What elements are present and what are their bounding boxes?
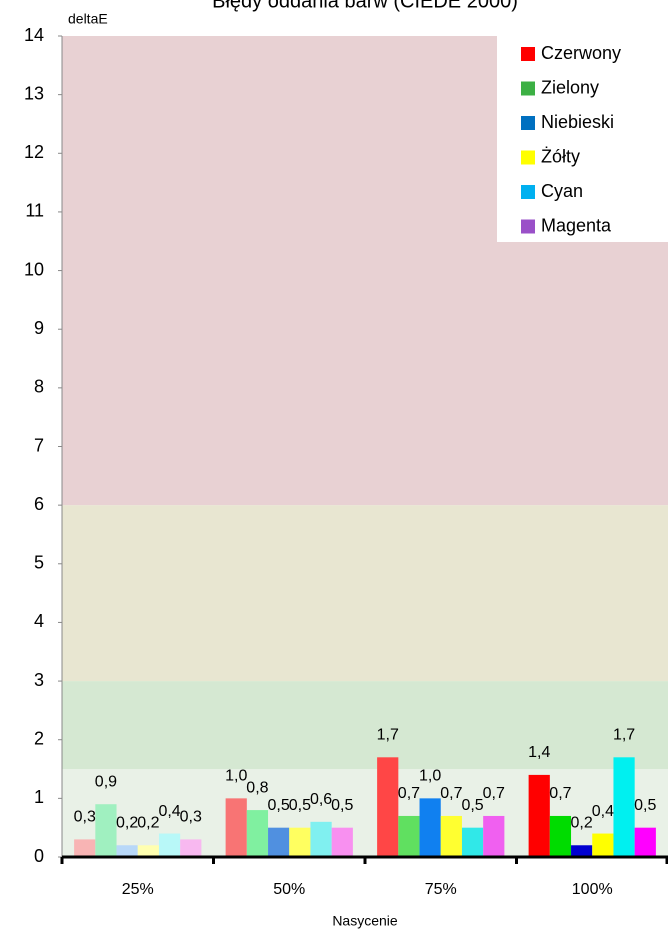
bar bbox=[528, 774, 550, 857]
y-tick-label: 14 bbox=[24, 25, 44, 45]
legend: Czerwony Zielony Niebieski Żółty Cyan Magenta bbox=[497, 36, 668, 242]
bar bbox=[613, 757, 635, 857]
x-tick-label: 75% bbox=[425, 881, 457, 898]
legend-label: Żółty bbox=[541, 146, 580, 166]
data-label: 0,9 bbox=[95, 773, 117, 790]
bar bbox=[116, 845, 138, 857]
data-label: 1,0 bbox=[225, 768, 247, 785]
bar bbox=[483, 815, 505, 857]
data-label: 0,4 bbox=[158, 803, 180, 820]
data-label: 0,7 bbox=[483, 785, 505, 802]
x-tick-label: 25% bbox=[122, 881, 154, 898]
bar bbox=[268, 827, 290, 857]
data-label: 0,8 bbox=[246, 779, 268, 796]
data-label: 0,6 bbox=[310, 791, 332, 808]
y-tick-label: 5 bbox=[34, 553, 44, 573]
data-label: 0,5 bbox=[331, 797, 353, 814]
bar bbox=[634, 827, 656, 857]
y-tick-label: 3 bbox=[34, 670, 44, 690]
data-label: 0,7 bbox=[398, 785, 420, 802]
data-label: 0,5 bbox=[289, 797, 311, 814]
bar bbox=[440, 815, 462, 857]
bar bbox=[398, 815, 420, 857]
bar bbox=[571, 845, 593, 857]
bar bbox=[289, 827, 311, 857]
plot-area bbox=[62, 36, 668, 857]
y-tick-label: 6 bbox=[34, 494, 44, 514]
data-label: 0,2 bbox=[571, 814, 593, 831]
data-label: 1,4 bbox=[528, 744, 550, 761]
bar bbox=[180, 839, 202, 857]
legend-swatch bbox=[521, 81, 535, 96]
bar bbox=[461, 827, 484, 857]
legend-label: Cyan bbox=[541, 181, 583, 201]
y-tick-label: 12 bbox=[24, 142, 44, 162]
data-label: 0,2 bbox=[116, 814, 138, 831]
bar bbox=[137, 845, 159, 857]
data-label: 0,4 bbox=[592, 803, 614, 820]
bar bbox=[95, 804, 117, 857]
data-label: 0,2 bbox=[137, 814, 159, 831]
x-tick-label: 100% bbox=[572, 881, 613, 898]
legend-swatch bbox=[521, 185, 535, 199]
bar bbox=[74, 839, 96, 857]
legend-label: Niebieski bbox=[541, 112, 614, 132]
y-tick-label: 9 bbox=[34, 318, 44, 338]
legend-swatch bbox=[521, 219, 535, 234]
data-label: 0,7 bbox=[440, 785, 462, 802]
legend-swatch bbox=[521, 47, 535, 61]
data-label: 1,0 bbox=[419, 768, 441, 785]
data-label: 0,5 bbox=[268, 797, 290, 814]
y-tick-label: 4 bbox=[34, 611, 44, 631]
data-label: 0,5 bbox=[461, 797, 483, 814]
legend-label: Czerwony bbox=[541, 43, 621, 63]
y-tick-label: 2 bbox=[34, 728, 44, 748]
legend-swatch bbox=[521, 116, 535, 130]
bar bbox=[310, 821, 332, 857]
y-tick-label: 8 bbox=[34, 377, 44, 397]
y-tick-label: 13 bbox=[24, 83, 44, 103]
y-tick-label: 7 bbox=[34, 435, 44, 455]
bar bbox=[246, 810, 269, 857]
data-label: 0,3 bbox=[74, 809, 96, 826]
data-label: 1,7 bbox=[377, 727, 399, 744]
y-tick-label: 10 bbox=[24, 259, 44, 279]
data-label: 0,7 bbox=[549, 785, 571, 802]
background-band bbox=[62, 769, 668, 857]
bar bbox=[377, 757, 399, 857]
x-tick-label: 50% bbox=[273, 881, 305, 898]
y-tick-label: 0 bbox=[34, 846, 44, 866]
bar bbox=[592, 833, 614, 857]
data-label: 1,7 bbox=[613, 727, 635, 744]
data-label: 0,5 bbox=[634, 797, 656, 814]
bar bbox=[419, 798, 441, 857]
y-tick-label: 1 bbox=[34, 787, 44, 807]
bar bbox=[549, 815, 572, 857]
chart-title: Błędy oddania barw (CIEDE 2000) bbox=[212, 0, 518, 12]
legend-box bbox=[497, 36, 668, 242]
bar bbox=[331, 827, 353, 857]
legend-swatch bbox=[521, 150, 535, 165]
legend-label: Magenta bbox=[541, 215, 612, 235]
background-band bbox=[62, 681, 668, 770]
x-axis-label: Nasycenie bbox=[332, 913, 398, 929]
bar bbox=[225, 798, 247, 857]
legend-label: Zielony bbox=[541, 77, 599, 97]
data-label: 0,3 bbox=[180, 809, 202, 826]
background-band bbox=[62, 505, 668, 682]
y-tick-label: 11 bbox=[25, 201, 44, 221]
y-axis-label: deltaE bbox=[68, 11, 108, 27]
bar bbox=[158, 833, 181, 857]
